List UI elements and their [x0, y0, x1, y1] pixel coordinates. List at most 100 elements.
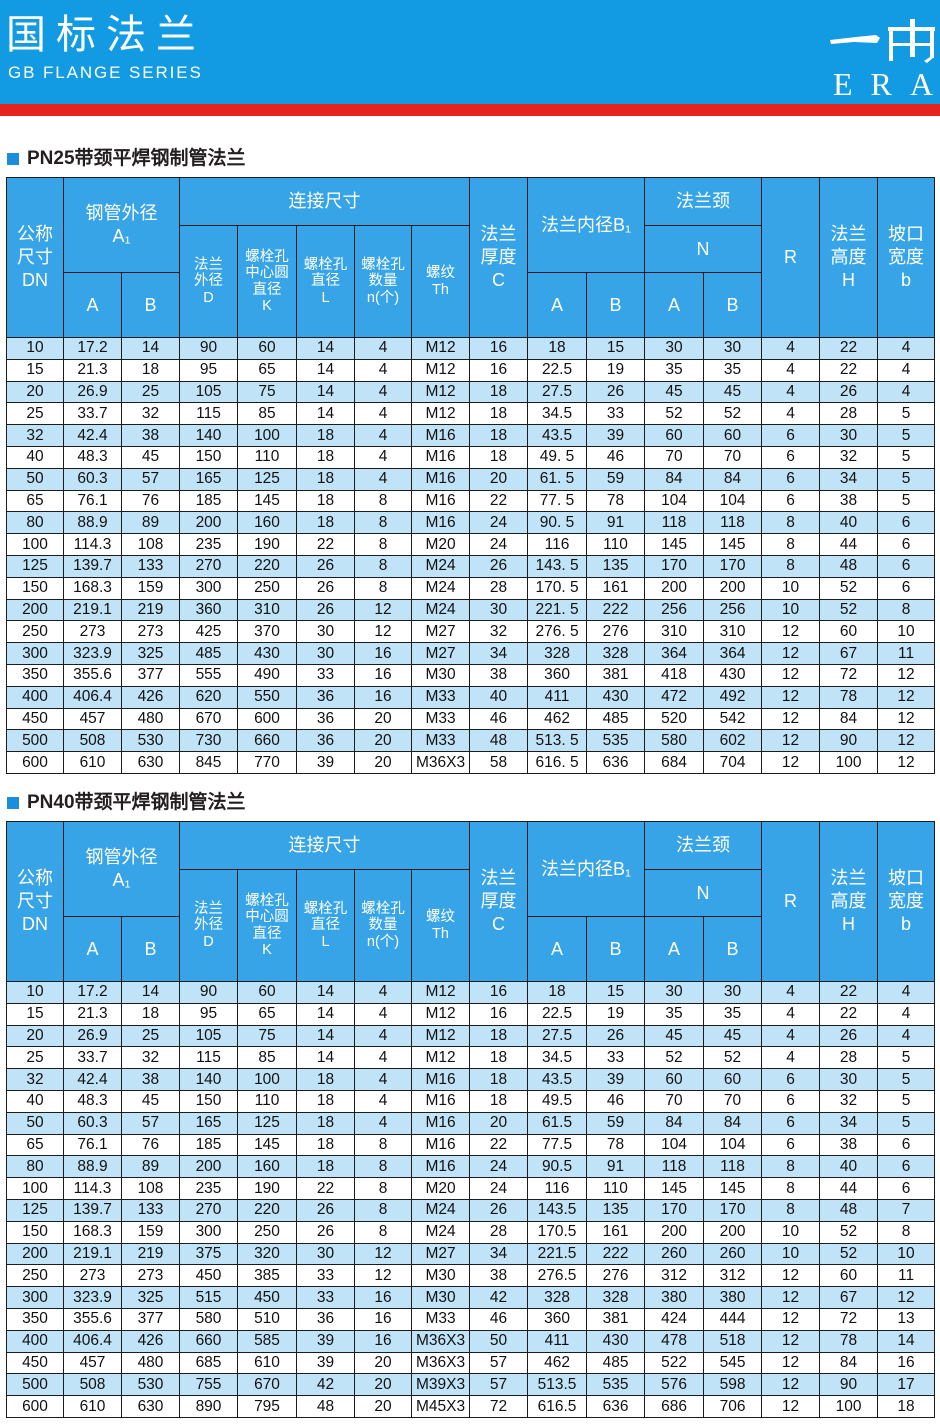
- table-row: 80 88.9 89 200 160 18 8 M16 24 90. 5 91 118 118 8 40 6: [6, 511, 936, 535]
- section-title-text: PN40带颈平焊钢制管法兰: [27, 792, 246, 813]
- cell-bore-a: 27.5: [527, 380, 588, 404]
- cell-dn: 65: [6, 489, 64, 513]
- cell-pipe-od-a: 139.7: [63, 1198, 122, 1222]
- cell-pipe-od-a: 26.9: [63, 1024, 122, 1048]
- cell-height-h: 52: [819, 1242, 879, 1266]
- cell-thread-th: M30: [410, 1264, 471, 1288]
- header-line: C: [492, 914, 506, 934]
- cell-flange-od-d: 150: [179, 1089, 238, 1113]
- header-neck-a: A: [644, 272, 705, 338]
- header-line: K: [262, 298, 272, 314]
- cell-pipe-od-a: 610: [63, 751, 122, 774]
- cell-thickness-c: 30: [469, 598, 529, 622]
- header-line: 宽度: [888, 891, 925, 911]
- cell-neck-b: 60: [703, 1068, 763, 1091]
- cell-radius-r: 12: [761, 685, 821, 709]
- cell-neck-b: 200: [703, 1220, 763, 1244]
- header-banner: [0, 0, 940, 104]
- cell-height-h: 52: [819, 598, 879, 622]
- header-line: 法兰: [194, 900, 223, 917]
- cell-bolt-circle-k: 65: [237, 358, 297, 382]
- cell-bolt-hole-l: 33: [296, 1264, 355, 1288]
- table-row: 65 76.1 76 185 145 18 8 M16 22 77.5 78 104 104 6 38 6: [6, 1133, 936, 1157]
- cell-radius-r: 4: [761, 402, 821, 426]
- cell-neck-b: 52: [703, 402, 763, 426]
- cell-radius-r: 4: [761, 981, 821, 1004]
- cell-dn: 200: [6, 1242, 64, 1266]
- cell-bolt-count-n: 8: [354, 1198, 412, 1222]
- cell-pipe-od-b: 57: [121, 467, 180, 491]
- header-radius: R: [761, 177, 821, 338]
- cell-neck-b: 84: [703, 1111, 763, 1135]
- cell-bore-b: 485: [586, 707, 646, 731]
- cell-bolt-count-n: 20: [354, 1395, 412, 1418]
- table-row: 32 42.4 38 140 100 18 4 M16 18 43.5 39 60 60 6 30 5: [6, 1068, 936, 1091]
- page-subtitle: GB FLANGE SERIES: [8, 63, 203, 82]
- cell-flange-od-d: 555: [179, 663, 238, 687]
- cell-bore-a: 116: [527, 1177, 588, 1200]
- table-row: 300 323.9 325 485 430 30 16 M27 34 328 328 364 364 12…: [6, 642, 936, 665]
- cell-neck-a: 424: [644, 1307, 705, 1331]
- cell-neck-a: 520: [644, 707, 705, 731]
- cell-dn: 250: [6, 620, 64, 644]
- cell-neck-a: 145: [644, 533, 705, 556]
- header-line: A₁: [112, 870, 131, 890]
- cell-pipe-od-a: 42.4: [63, 1068, 122, 1091]
- cell-pipe-od-b: 630: [121, 751, 180, 774]
- cell-bore-a: 22.5: [527, 358, 588, 382]
- cell-bolt-hole-l: 14: [296, 981, 355, 1004]
- header-flange-outer-diameter: 法兰 外径 D: [179, 869, 238, 982]
- cell-thickness-c: 38: [469, 1264, 529, 1288]
- table-header: 公称 尺寸 DN 钢管外径 A₁ 连接尺寸 法兰 厚度 C 法兰内径B₁ 法兰颈…: [6, 821, 936, 982]
- cell-height-h: 22: [819, 1002, 879, 1026]
- table-row: 200 219.1 219 360 310 26 12 M24 30 221. 5 222 256 25…: [6, 598, 936, 622]
- cell-thread-th: M36X3: [410, 1351, 471, 1375]
- cell-pipe-od-a: 610: [63, 1395, 122, 1418]
- cell-bolt-hole-l: 26: [296, 554, 355, 578]
- cell-thread-th: M12: [410, 1024, 471, 1048]
- cell-dn: 25: [6, 402, 64, 426]
- cell-dn: 50: [6, 1111, 64, 1135]
- cell-neck-a: 472: [644, 685, 705, 709]
- cell-radius-r: 4: [761, 1024, 821, 1048]
- header-flange-bore: 法兰内径B₁: [527, 177, 646, 273]
- cell-bore-a: 616. 5: [527, 751, 588, 774]
- cell-thickness-c: 34: [469, 1242, 529, 1266]
- section-bullet-icon: [7, 153, 19, 165]
- header-line: 螺栓孔: [245, 892, 289, 909]
- flange-spec-table: 公称 尺寸 DN 钢管外径 A₁ 连接尺寸 法兰 厚度 C 法兰内径B₁ 法兰颈…: [6, 177, 936, 774]
- table-row: 600 610 630 845 770 39 20 M36X3 58 616. 5 636 684 70…: [6, 751, 936, 774]
- cell-bore-a: 116: [527, 533, 588, 556]
- header-line: 法兰: [480, 868, 517, 888]
- cell-neck-a: 118: [644, 1155, 705, 1179]
- cell-bolt-circle-k: 125: [237, 467, 297, 491]
- cell-bolt-circle-k: 660: [237, 729, 297, 753]
- cell-thread-th: M16: [410, 1089, 471, 1113]
- cell-bolt-hole-l: 26: [296, 598, 355, 622]
- cell-neck-b: 35: [703, 358, 763, 382]
- cell-dn: 500: [6, 1373, 64, 1397]
- header-thread: 螺纹 Th: [410, 869, 471, 982]
- cell-pipe-od-b: 133: [121, 554, 180, 578]
- cell-thickness-c: 28: [469, 576, 529, 600]
- header-line: DN: [22, 914, 48, 934]
- cell-bevel-b: 10: [877, 620, 936, 644]
- cell-bore-b: 135: [586, 554, 646, 578]
- cell-dn: 600: [6, 1395, 64, 1418]
- cell-neck-b: 70: [703, 1089, 763, 1113]
- cell-radius-r: 12: [761, 1373, 821, 1397]
- header-flange-thickness: 法兰 厚度 C: [469, 177, 529, 338]
- cell-pipe-od-a: 88.9: [63, 511, 122, 535]
- cell-bolt-circle-k: 60: [237, 337, 297, 360]
- cell-dn: 20: [6, 380, 64, 404]
- cell-pipe-od-b: 133: [121, 1198, 180, 1222]
- header-neck-a: A: [644, 916, 705, 982]
- cell-dn: 25: [6, 1046, 64, 1070]
- cell-pipe-od-b: 630: [121, 1395, 180, 1418]
- cell-neck-a: 418: [644, 663, 705, 687]
- cell-pipe-od-a: 219.1: [63, 1242, 122, 1266]
- cell-bolt-circle-k: 65: [237, 1002, 297, 1026]
- cell-bolt-hole-l: 14: [296, 402, 355, 426]
- cell-bolt-hole-l: 22: [296, 533, 355, 556]
- cell-bolt-circle-k: 795: [237, 1395, 297, 1418]
